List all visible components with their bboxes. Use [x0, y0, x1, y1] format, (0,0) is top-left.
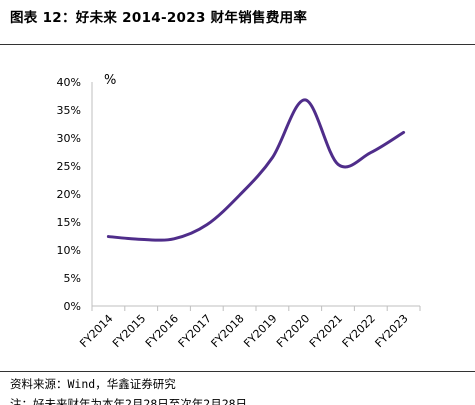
data-point: [205, 223, 208, 226]
x-tick-label: FY2014: [77, 312, 115, 350]
x-tick-label: FY2022: [340, 312, 378, 350]
series-line: [106, 98, 406, 242]
x-tick-label: FY2017: [176, 312, 214, 350]
data-point: [271, 156, 274, 159]
bottom-rule: [0, 371, 475, 372]
footnote: 注：好未来财年为本年2月28日至次年2月28日: [10, 397, 248, 405]
x-tick-label: FY2018: [209, 312, 247, 350]
line-chart: 0%5%10%15%20%25%30%35%40% %FY2014FY2015FY…: [57, 73, 421, 350]
y-tick-label: 0%: [64, 300, 81, 313]
y-axis-unit-label: %: [104, 73, 116, 88]
y-tick-label: 25%: [57, 160, 81, 173]
data-point: [173, 237, 176, 240]
data-point: [369, 151, 372, 154]
data-point: [140, 238, 143, 241]
source-note: 资料来源：Wind，华鑫证券研究: [10, 377, 176, 391]
y-tick-label: 5%: [64, 272, 81, 285]
y-tick-label: 40%: [57, 76, 81, 89]
data-point: [337, 163, 340, 166]
data-point: [238, 194, 241, 197]
y-tick-label: 20%: [57, 188, 81, 201]
figure-title: 图表 12：好未来 2014-2023 财年销售费用率: [10, 10, 308, 26]
y-tick-label: 30%: [57, 132, 81, 145]
data-point: [402, 131, 405, 134]
x-tick-label: FY2016: [143, 312, 181, 350]
top-rule: [0, 44, 475, 45]
y-tick-label: 15%: [57, 216, 81, 229]
x-tick-label: FY2021: [307, 312, 345, 350]
x-tick-label: FY2020: [274, 312, 312, 350]
x-tick-label: FY2015: [110, 312, 148, 350]
x-tick-label: FY2019: [241, 312, 279, 350]
x-tick-label: FY2023: [373, 312, 411, 350]
data-point: [107, 235, 110, 238]
y-tick-label: 35%: [57, 104, 81, 117]
y-tick-label: 10%: [57, 244, 81, 257]
data-point: [304, 98, 307, 101]
